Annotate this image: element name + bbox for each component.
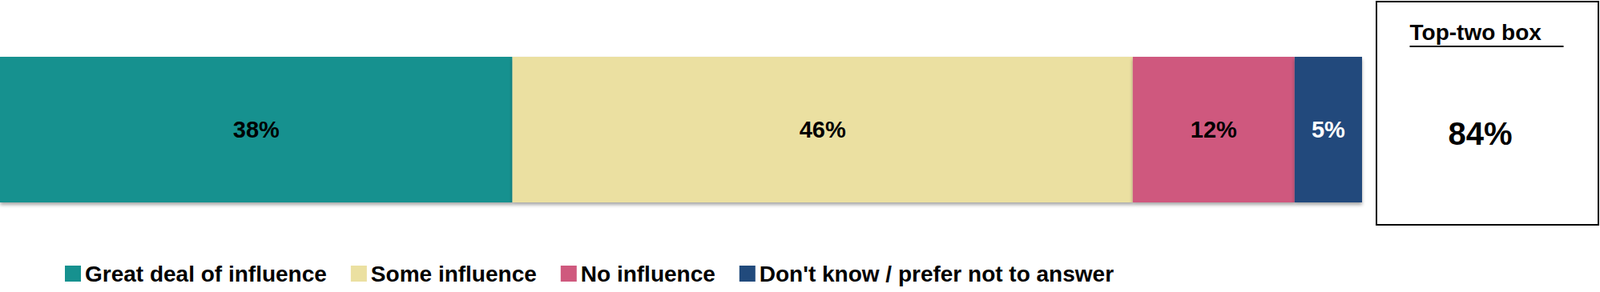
svg-text:5%: 5% — [1311, 116, 1346, 143]
svg-text:12%: 12% — [1190, 116, 1238, 143]
svg-text:Don't know / prefer not to ans: Don't know / prefer not to answer — [759, 261, 1114, 287]
svg-text:Great deal of influence: Great deal of influence — [84, 261, 327, 287]
svg-text:Top-two box: Top-two box — [1410, 20, 1543, 45]
svg-text:Some influence: Some influence — [370, 261, 537, 287]
svg-text:46%: 46% — [799, 116, 847, 143]
svg-text:No influence: No influence — [580, 261, 716, 287]
svg-text:38%: 38% — [233, 116, 280, 143]
svg-text:84%: 84% — [1448, 116, 1513, 152]
